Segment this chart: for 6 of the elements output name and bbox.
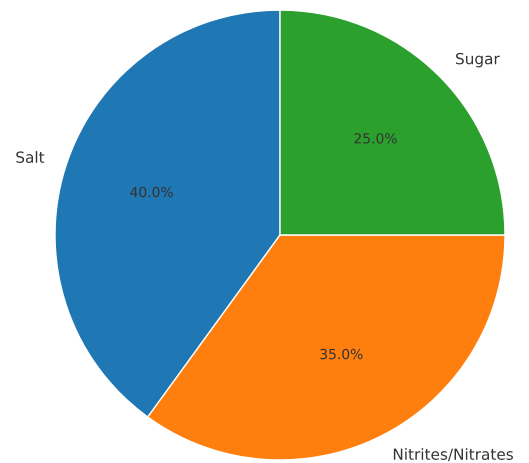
slice-label: Salt [16,151,44,163]
data-label: 25.0% [354,133,397,144]
slice-label: Nitrites/Nitrates [394,448,513,462]
data-label: 40.0% [130,186,173,198]
slice-label: Sugar [456,52,500,68]
data-label: 35.0% [320,348,363,360]
